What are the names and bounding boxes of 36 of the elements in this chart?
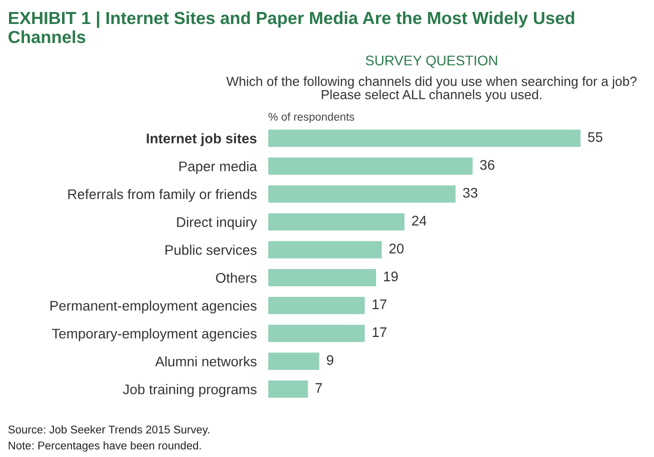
y-tick-label: Job training programs (122, 384, 257, 398)
bar (268, 324, 365, 342)
y-tick-label: Temporary-employment agencies (52, 328, 257, 342)
bar (268, 157, 473, 175)
bar (268, 380, 308, 398)
bar (268, 268, 376, 286)
y-tick-label: Internet job sites (146, 133, 256, 146)
data-label: 7 (316, 383, 322, 393)
source-note: Source: Job Seeker Trends 2015 Survey. (8, 425, 210, 436)
y-tick-label: Direct inquiry (177, 216, 258, 230)
data-label: 36 (480, 160, 494, 170)
bar (268, 241, 382, 258)
text: Which of the following channels did you use when searching for a job? Please select ALL channels you used. (226, 76, 637, 102)
bar (268, 213, 404, 231)
y-tick-label: Alumni networks (155, 356, 257, 366)
bar (268, 130, 581, 147)
chart-subtitle: SURVEY QUESTION (366, 56, 498, 68)
data-label: 17 (372, 327, 386, 337)
bar (268, 352, 320, 370)
data-label: 20 (389, 244, 404, 254)
data-label: 33 (463, 188, 478, 198)
data-label: 24 (412, 216, 426, 226)
data-label: 19 (384, 272, 398, 282)
x-axis-title: % of respondents (268, 112, 354, 123)
y-tick-label: Public services (166, 244, 257, 255)
text: Note: Percentages have been rounded. (8, 441, 201, 452)
data-label: 17 (372, 300, 386, 310)
y-tick-label: Others (216, 272, 257, 283)
bar (268, 185, 456, 203)
bar (268, 296, 365, 314)
data-label: 9 (326, 355, 334, 365)
y-tick-label: Paper media (179, 161, 258, 174)
y-tick-label: Referrals from family or friends (68, 188, 257, 202)
y-tick-label: Permanent-employment agencies (50, 300, 257, 314)
chart-title: EXHIBIT 1 | Internet Sites and Paper Media Are the Most Widely Used Channels (8, 11, 574, 44)
data-label: 55 (588, 132, 602, 142)
